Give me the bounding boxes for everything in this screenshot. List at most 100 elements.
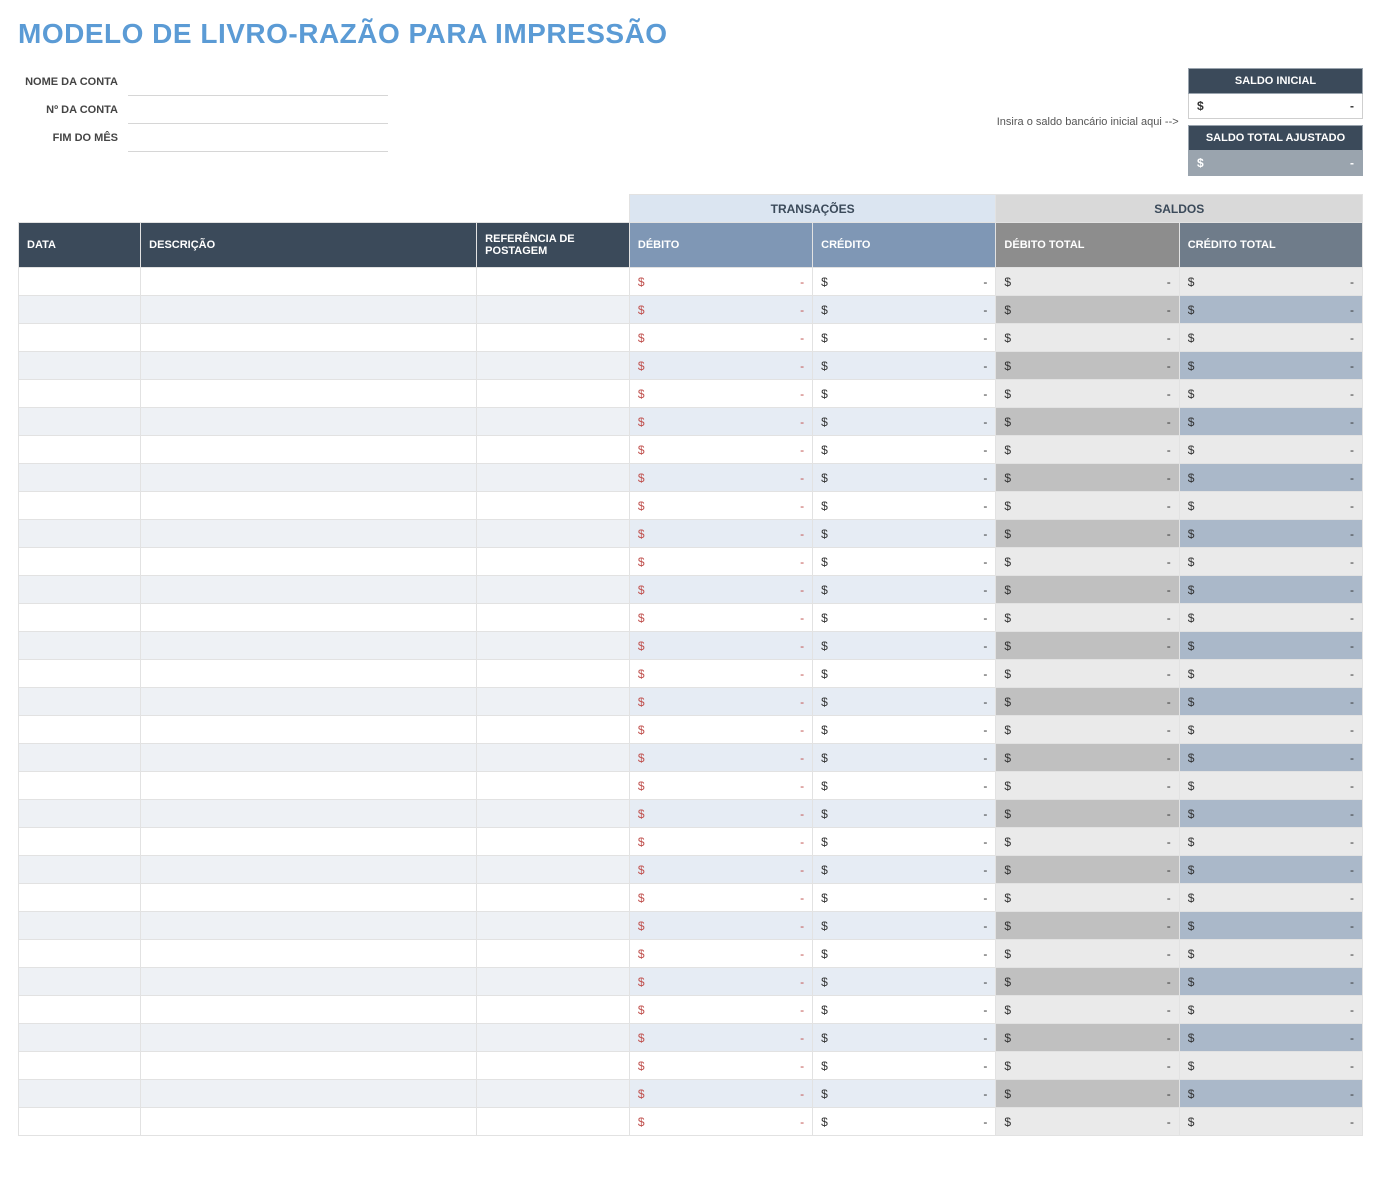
cell-post-ref[interactable]: [477, 912, 630, 940]
cell-credit[interactable]: $-: [813, 968, 996, 996]
cell-credit[interactable]: $-: [813, 464, 996, 492]
cell-credit[interactable]: $-: [813, 520, 996, 548]
account-number-field[interactable]: [128, 96, 388, 124]
cell-date[interactable]: [19, 744, 141, 772]
cell-debit[interactable]: $-: [629, 576, 812, 604]
cell-date[interactable]: [19, 520, 141, 548]
cell-post-ref[interactable]: [477, 688, 630, 716]
cell-description[interactable]: [141, 1052, 477, 1080]
cell-credit[interactable]: $-: [813, 492, 996, 520]
cell-post-ref[interactable]: [477, 1024, 630, 1052]
cell-credit[interactable]: $-: [813, 996, 996, 1024]
cell-date[interactable]: [19, 856, 141, 884]
cell-post-ref[interactable]: [477, 940, 630, 968]
cell-date[interactable]: [19, 576, 141, 604]
cell-post-ref[interactable]: [477, 604, 630, 632]
cell-debit[interactable]: $-: [629, 268, 812, 296]
cell-description[interactable]: [141, 996, 477, 1024]
cell-description[interactable]: [141, 940, 477, 968]
cell-date[interactable]: [19, 772, 141, 800]
cell-description[interactable]: [141, 800, 477, 828]
cell-date[interactable]: [19, 492, 141, 520]
cell-description[interactable]: [141, 436, 477, 464]
cell-credit[interactable]: $-: [813, 856, 996, 884]
cell-credit[interactable]: $-: [813, 436, 996, 464]
cell-debit[interactable]: $-: [629, 324, 812, 352]
cell-date[interactable]: [19, 268, 141, 296]
cell-date[interactable]: [19, 688, 141, 716]
cell-description[interactable]: [141, 1108, 477, 1136]
cell-credit[interactable]: $-: [813, 1108, 996, 1136]
cell-description[interactable]: [141, 464, 477, 492]
cell-debit[interactable]: $-: [629, 1080, 812, 1108]
cell-debit[interactable]: $-: [629, 912, 812, 940]
cell-post-ref[interactable]: [477, 1052, 630, 1080]
cell-post-ref[interactable]: [477, 492, 630, 520]
cell-debit[interactable]: $-: [629, 772, 812, 800]
cell-credit[interactable]: $-: [813, 744, 996, 772]
cell-credit[interactable]: $-: [813, 912, 996, 940]
cell-debit[interactable]: $-: [629, 688, 812, 716]
cell-credit[interactable]: $-: [813, 660, 996, 688]
cell-credit[interactable]: $-: [813, 1080, 996, 1108]
cell-post-ref[interactable]: [477, 660, 630, 688]
cell-date[interactable]: [19, 632, 141, 660]
cell-description[interactable]: [141, 520, 477, 548]
cell-credit[interactable]: $-: [813, 408, 996, 436]
cell-description[interactable]: [141, 548, 477, 576]
cell-credit[interactable]: $-: [813, 548, 996, 576]
cell-debit[interactable]: $-: [629, 492, 812, 520]
cell-credit[interactable]: $-: [813, 772, 996, 800]
initial-balance-value[interactable]: $ -: [1188, 94, 1363, 119]
cell-description[interactable]: [141, 968, 477, 996]
cell-description[interactable]: [141, 828, 477, 856]
cell-date[interactable]: [19, 408, 141, 436]
cell-credit[interactable]: $-: [813, 352, 996, 380]
cell-description[interactable]: [141, 492, 477, 520]
cell-debit[interactable]: $-: [629, 464, 812, 492]
cell-debit[interactable]: $-: [629, 1108, 812, 1136]
cell-post-ref[interactable]: [477, 548, 630, 576]
cell-post-ref[interactable]: [477, 800, 630, 828]
cell-debit[interactable]: $-: [629, 296, 812, 324]
cell-credit[interactable]: $-: [813, 604, 996, 632]
cell-date[interactable]: [19, 716, 141, 744]
cell-post-ref[interactable]: [477, 324, 630, 352]
cell-debit[interactable]: $-: [629, 604, 812, 632]
cell-description[interactable]: [141, 380, 477, 408]
cell-description[interactable]: [141, 744, 477, 772]
cell-debit[interactable]: $-: [629, 828, 812, 856]
cell-credit[interactable]: $-: [813, 1024, 996, 1052]
cell-post-ref[interactable]: [477, 520, 630, 548]
cell-debit[interactable]: $-: [629, 1024, 812, 1052]
cell-post-ref[interactable]: [477, 996, 630, 1024]
cell-description[interactable]: [141, 884, 477, 912]
cell-date[interactable]: [19, 436, 141, 464]
cell-post-ref[interactable]: [477, 296, 630, 324]
cell-description[interactable]: [141, 352, 477, 380]
cell-date[interactable]: [19, 828, 141, 856]
cell-debit[interactable]: $-: [629, 856, 812, 884]
cell-description[interactable]: [141, 856, 477, 884]
cell-post-ref[interactable]: [477, 884, 630, 912]
cell-description[interactable]: [141, 604, 477, 632]
cell-description[interactable]: [141, 1024, 477, 1052]
cell-debit[interactable]: $-: [629, 996, 812, 1024]
cell-debit[interactable]: $-: [629, 716, 812, 744]
cell-date[interactable]: [19, 352, 141, 380]
month-end-field[interactable]: [128, 124, 388, 152]
cell-debit[interactable]: $-: [629, 632, 812, 660]
cell-description[interactable]: [141, 1080, 477, 1108]
cell-debit[interactable]: $-: [629, 800, 812, 828]
cell-description[interactable]: [141, 576, 477, 604]
cell-post-ref[interactable]: [477, 856, 630, 884]
cell-debit[interactable]: $-: [629, 940, 812, 968]
cell-date[interactable]: [19, 1080, 141, 1108]
cell-post-ref[interactable]: [477, 968, 630, 996]
cell-post-ref[interactable]: [477, 352, 630, 380]
cell-debit[interactable]: $-: [629, 436, 812, 464]
cell-credit[interactable]: $-: [813, 632, 996, 660]
cell-credit[interactable]: $-: [813, 828, 996, 856]
cell-date[interactable]: [19, 464, 141, 492]
cell-post-ref[interactable]: [477, 380, 630, 408]
